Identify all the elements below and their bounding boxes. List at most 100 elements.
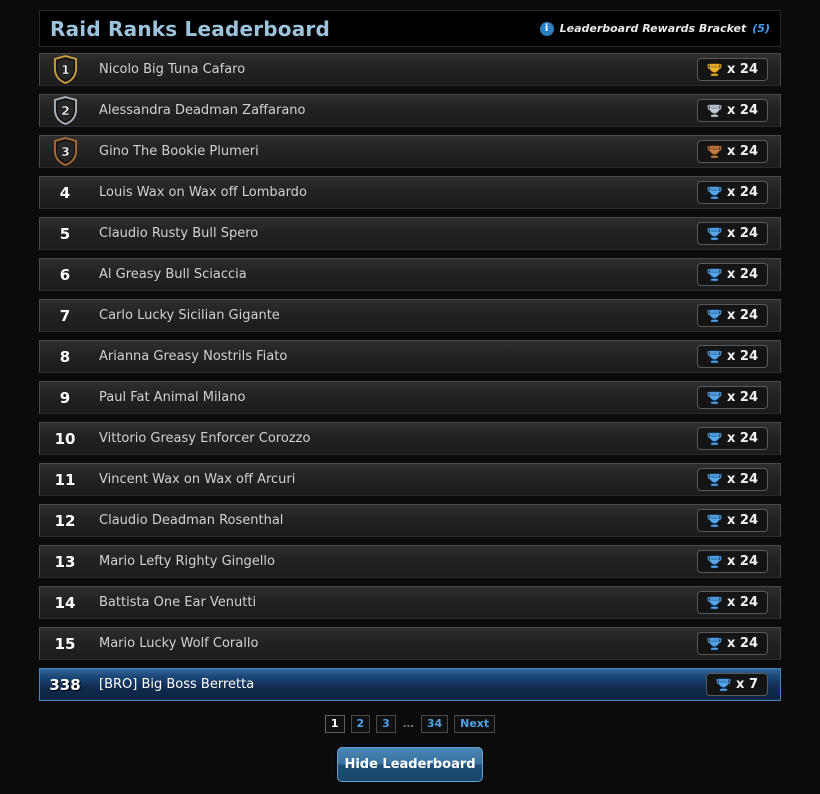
trophy-count-badge: x 24 — [696, 263, 768, 286]
trophy-icon — [716, 678, 731, 692]
player-name: Louis Wax on Wax off Lombardo — [99, 185, 307, 200]
rank-shield-icon: 3 — [53, 137, 77, 166]
trophy-count: x 24 — [726, 226, 758, 241]
player-name: Carlo Lucky Sicilian Gigante — [99, 308, 280, 323]
trophy-count: x 24 — [726, 62, 758, 77]
player-name: Al Greasy Bull Sciaccia — [99, 267, 247, 282]
trophy-count-badge: x 24 — [696, 181, 768, 204]
info-icon: i — [539, 21, 554, 36]
rank-shield-icon: 1 — [53, 55, 77, 84]
leaderboard-row: 3 Gino The Bookie Plumeri x 24 — [39, 135, 781, 168]
player-name: [BRO] Big Boss Berretta — [99, 677, 255, 692]
trophy-count-badge: x 24 — [696, 99, 768, 122]
rank-shield-icon: 2 — [53, 96, 77, 125]
rank-cell: 5 — [59, 224, 71, 243]
trophy-count-badge: x 24 — [696, 468, 768, 491]
rank-cell: 10 — [54, 429, 76, 448]
leaderboard-row: 12 Claudio Deadman Rosenthal x 24 — [39, 504, 781, 537]
leaderboard-row: 1 Nicolo Big Tuna Cafaro x 24 — [39, 53, 781, 86]
leaderboard-row: 14 Battista One Ear Venutti x 24 — [39, 586, 781, 619]
trophy-count: x 24 — [726, 103, 758, 118]
leaderboard-row: 5 Claudio Rusty Bull Spero x 24 — [39, 217, 781, 250]
leaderboard-row: 9 Paul Fat Animal Milano x 24 — [39, 381, 781, 414]
trophy-icon — [707, 104, 722, 118]
trophy-count-badge: x 24 — [696, 222, 768, 245]
leaderboard-row-current-player: 338 [BRO] Big Boss Berretta x 7 — [39, 668, 781, 701]
player-name: Mario Lucky Wolf Corallo — [99, 636, 259, 651]
trophy-count: x 24 — [726, 144, 758, 159]
trophy-count: x 24 — [726, 472, 758, 487]
trophy-count: x 24 — [726, 595, 758, 610]
player-name: Gino The Bookie Plumeri — [99, 144, 259, 159]
trophy-count: x 24 — [726, 513, 758, 528]
trophy-count-badge: x 24 — [696, 140, 768, 163]
svg-text:1: 1 — [61, 62, 70, 77]
trophy-count-badge: x 24 — [696, 427, 768, 450]
rank-cell: 6 — [59, 265, 71, 284]
trophy-count-badge: x 7 — [706, 673, 768, 696]
hide-leaderboard-button[interactable]: Hide Leaderboard — [337, 747, 483, 782]
trophy-count: x 24 — [726, 554, 758, 569]
rank-cell: 338 — [49, 675, 81, 694]
trophy-icon — [707, 309, 722, 323]
pagination-page-3[interactable]: 3 — [376, 715, 396, 733]
trophy-icon — [707, 473, 722, 487]
leaderboard-row: 2 Alessandra Deadman Zaffarano x 24 — [39, 94, 781, 127]
player-name: Nicolo Big Tuna Cafaro — [99, 62, 246, 77]
leaderboard-panel: Raid Ranks Leaderboard i Leaderboard Rew… — [39, 10, 781, 782]
trophy-count-badge: x 24 — [696, 632, 768, 655]
trophy-icon — [707, 145, 722, 159]
trophy-icon — [707, 514, 722, 528]
rank-cell: 4 — [59, 183, 71, 202]
leaderboard-row: 4 Louis Wax on Wax off Lombardo x 24 — [39, 176, 781, 209]
leaderboard-row: 6 Al Greasy Bull Sciaccia x 24 — [39, 258, 781, 291]
pagination-page-1: 1 — [324, 715, 345, 733]
page-title: Raid Ranks Leaderboard — [50, 16, 331, 41]
trophy-count-badge: x 24 — [696, 591, 768, 614]
trophy-count-badge: x 24 — [696, 304, 768, 327]
trophy-count: x 24 — [726, 185, 758, 200]
svg-text:2: 2 — [61, 103, 70, 118]
leaderboard-row: 13 Mario Lefty Righty Gingello x 24 — [39, 545, 781, 578]
trophy-count: x 24 — [726, 267, 758, 282]
trophy-count: x 7 — [736, 677, 758, 692]
player-name: Alessandra Deadman Zaffarano — [99, 103, 306, 118]
rank-cell: 15 — [54, 634, 76, 653]
rank-cell: 9 — [59, 388, 71, 407]
pagination-page-34[interactable]: 34 — [420, 715, 449, 733]
rewards-bracket-count: (5) — [752, 22, 770, 35]
trophy-icon — [707, 596, 722, 610]
player-name: Vittorio Greasy Enforcer Corozzo — [99, 431, 311, 446]
leaderboard-rows: 1 Nicolo Big Tuna Cafaro x 24 2 Alessand… — [39, 53, 781, 701]
player-name: Mario Lefty Righty Gingello — [99, 554, 275, 569]
pagination-next-button[interactable]: Next — [454, 715, 496, 733]
rank-cell: 11 — [54, 470, 76, 489]
trophy-icon — [707, 555, 722, 569]
player-name: Vincent Wax on Wax off Arcuri — [99, 472, 296, 487]
rewards-bracket-link[interactable]: i Leaderboard Rewards Bracket (5) — [539, 21, 770, 36]
pagination: 1 2 3 … 34 Next — [39, 715, 781, 733]
trophy-count-badge: x 24 — [696, 509, 768, 532]
trophy-icon — [707, 227, 722, 241]
trophy-count: x 24 — [726, 349, 758, 364]
leaderboard-row: 8 Arianna Greasy Nostrils Fiato x 24 — [39, 340, 781, 373]
player-name: Arianna Greasy Nostrils Fiato — [99, 349, 288, 364]
trophy-count-badge: x 24 — [696, 550, 768, 573]
player-name: Claudio Deadman Rosenthal — [99, 513, 284, 528]
pagination-page-2[interactable]: 2 — [350, 715, 371, 733]
leaderboard-row: 7 Carlo Lucky Sicilian Gigante x 24 — [39, 299, 781, 332]
svg-text:3: 3 — [61, 144, 70, 159]
trophy-count: x 24 — [726, 308, 758, 323]
trophy-icon — [707, 186, 722, 200]
leaderboard-row: 11 Vincent Wax on Wax off Arcuri x 24 — [39, 463, 781, 496]
trophy-count: x 24 — [726, 390, 758, 405]
leaderboard-row: 10 Vittorio Greasy Enforcer Corozzo x 24 — [39, 422, 781, 455]
rank-cell: 8 — [59, 347, 71, 366]
trophy-icon — [707, 637, 722, 651]
player-name: Paul Fat Animal Milano — [99, 390, 246, 405]
player-name: Claudio Rusty Bull Spero — [99, 226, 259, 241]
rank-cell: 14 — [54, 593, 76, 612]
trophy-icon — [707, 391, 722, 405]
rewards-bracket-label: Leaderboard Rewards Bracket — [559, 22, 747, 35]
